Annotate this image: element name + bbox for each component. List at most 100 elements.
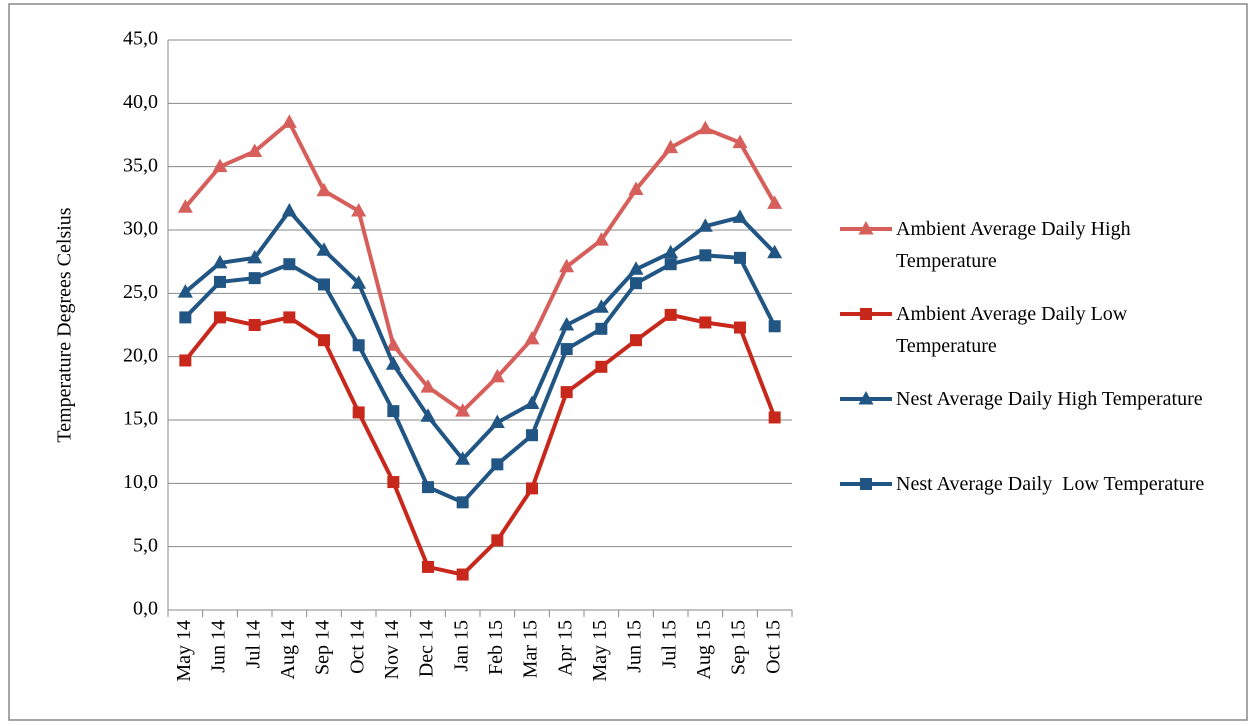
data-point [630,277,642,290]
data-point [489,368,505,383]
x-tick-label: May 15 [589,620,611,682]
data-point [697,218,713,232]
data-point [247,143,263,157]
data-point [420,379,436,393]
x-tick-label: Nov 14 [381,620,403,679]
data-point [768,320,781,333]
data-point [526,482,538,495]
data-point [628,181,644,195]
data-point [352,406,365,419]
data-point [316,242,332,256]
data-point [664,258,677,271]
data-point [767,244,783,259]
data-point [283,311,296,324]
data-point [214,311,226,324]
legend-swatch [840,478,892,490]
legend-swatch [840,221,892,235]
x-tick-label: Jul 15 [658,620,680,668]
y-tick-label: 40,0 [123,91,158,113]
data-point [491,534,504,547]
data-point [456,496,469,509]
data-point [179,354,192,367]
data-point [768,411,781,424]
y-tick-label: 35,0 [123,154,158,176]
data-point [559,317,575,331]
series-line [184,209,777,462]
data-point [247,249,263,264]
data-point [524,330,540,345]
legend-marker [858,221,874,235]
legend-label: Ambient Average Daily High Temperature [896,218,1136,272]
x-tick-label: May 14 [173,620,195,682]
x-tick-label: Jul 14 [242,620,264,668]
chart-border [8,3,1248,721]
legend-marker [860,478,872,490]
data-point [456,568,469,581]
data-point [214,275,226,288]
data-point [697,120,713,135]
legend-marker [858,391,874,405]
x-tick-label: Aug 15 [693,620,715,679]
x-tick-label: Oct 15 [762,620,784,674]
data-point [664,308,677,321]
data-point [455,451,471,465]
legend-swatch [840,308,892,320]
data-point [491,458,504,471]
data-point [387,476,400,489]
data-point [699,249,712,262]
data-point [212,158,228,173]
data-point [663,139,679,154]
legend-item: Ambient Average Daily Low Temperature [838,298,1238,368]
data-point [387,405,400,418]
data-point [732,209,748,223]
y-tick-label: 30,0 [123,218,158,240]
data-point [489,414,505,429]
data-point [177,284,193,298]
data-point [351,275,367,289]
data-point [281,114,297,128]
y-tick-label: 20,0 [123,344,158,366]
data-point [281,203,297,217]
data-point [385,356,401,370]
data-point [422,481,434,494]
data-point [179,311,192,324]
legend-item: Nest Average Daily Low Temperature [838,468,1238,538]
data-point [352,339,365,352]
legend-label: Nest Average Daily High Temperature [896,388,1203,410]
data-point [595,322,608,335]
data-point [526,429,538,442]
x-tick-label: Mar 15 [520,620,542,678]
legend-label: Ambient Average Daily Low Temperature [896,303,1132,357]
x-tick-label: Jun 14 [208,620,230,673]
data-point [212,254,228,269]
y-tick-label: 45,0 [123,28,158,50]
legend-item: Ambient Average Daily High Temperature [838,213,1238,283]
x-tick-label: Jun 15 [624,620,646,673]
data-point [593,232,609,246]
data-point [318,334,330,347]
y-tick-label: 25,0 [123,281,158,303]
data-point [316,182,332,197]
data-point [455,403,471,417]
data-point [248,272,261,285]
x-tick-label: Feb 15 [485,620,507,675]
data-point [595,360,608,373]
x-tick-label: Oct 14 [346,620,368,674]
data-point [318,278,330,291]
data-point [628,261,644,275]
data-point [560,343,573,356]
y-tick-label: 10,0 [123,471,158,493]
data-point [734,251,746,264]
data-point [734,321,746,334]
x-tick-label: Apr 15 [554,620,576,676]
data-point [420,408,436,422]
y-tick-label: 0,0 [133,598,158,620]
data-point [593,299,609,313]
data-point [385,337,401,351]
data-point [422,560,434,573]
data-point [663,244,679,259]
legend-item: Nest Average Daily High Temperature [838,383,1238,453]
y-tick-label: 5,0 [133,534,158,556]
